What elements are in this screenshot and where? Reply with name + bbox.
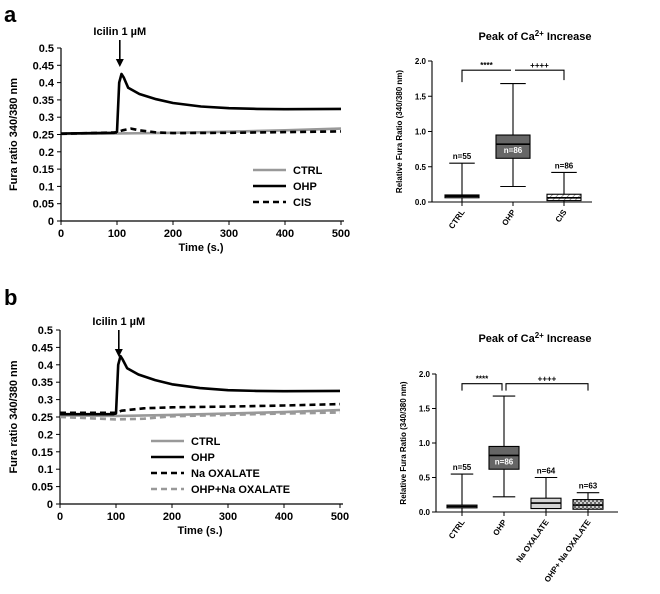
series-line bbox=[59, 411, 341, 421]
y-tick-label: 0.5 bbox=[419, 474, 431, 483]
y-tick-label: 0.35 bbox=[32, 377, 53, 389]
legend-label: OHP+Na OXALATE bbox=[191, 484, 290, 496]
significance-bracket bbox=[461, 383, 503, 391]
y-tick-label: 0.05 bbox=[33, 199, 54, 211]
panel-b-trace-chart: 0 0.05 0.1 0.15 0.2 0.25 0.3 0.35 0.4 0.45 0.5 0 100… bbox=[8, 316, 349, 537]
y-axis-label: Fura ratio 340/380 nm bbox=[8, 360, 20, 473]
x-tick-label: 100 bbox=[107, 511, 125, 523]
y-tick-label: 0.25 bbox=[33, 130, 54, 142]
y-tick-label: 1.0 bbox=[415, 128, 427, 137]
y-axis-label: Fura ratio 340/380 nm bbox=[8, 78, 20, 191]
panel-a-letter: a bbox=[4, 2, 17, 27]
box bbox=[488, 445, 520, 470]
significance-label: **** bbox=[476, 375, 489, 384]
x-tick-label: OHP bbox=[500, 207, 518, 227]
significance-label: ++++ bbox=[538, 375, 557, 384]
y-tick-label: 0.15 bbox=[32, 447, 53, 459]
y-tick-label: 0.15 bbox=[33, 164, 54, 176]
y-tick-label: 0.45 bbox=[33, 60, 54, 72]
stimulus-arrow-head bbox=[114, 349, 123, 357]
y-axis-label: Relative Fura Ratio (340/380 nm) bbox=[399, 381, 408, 504]
x-tick-label: Na OXALATE bbox=[515, 517, 551, 564]
x-tick-label: 300 bbox=[219, 511, 237, 523]
y-tick-label: 1.5 bbox=[419, 405, 431, 414]
significance-bracket bbox=[461, 69, 511, 83]
y-axis-label: Relative Fura Ratio (340/380 nm) bbox=[395, 70, 404, 193]
x-axis-label: Time (s.) bbox=[178, 242, 223, 254]
panel-a-trace-chart: 0 0.05 0.1 0.15 0.2 0.25 0.3 0.35 0.4 0.45 0.5 0 100… bbox=[8, 26, 350, 254]
y-tick-label: 0.1 bbox=[39, 181, 54, 193]
panel-b-boxplot-chart: Peak of Ca2+ Increase 0.0 0.5 1.0 1.5 2.0 Rela… bbox=[399, 331, 618, 584]
y-tick-label: 0.3 bbox=[38, 395, 53, 407]
x-axis-label: Time (s.) bbox=[177, 525, 222, 537]
x-tick-label: CTRL bbox=[447, 208, 467, 231]
y-tick-label: 0.4 bbox=[38, 360, 54, 372]
y-tick-label: 0.0 bbox=[419, 508, 431, 517]
series-line bbox=[60, 354, 341, 416]
x-tick-label: CTRL bbox=[447, 518, 467, 541]
y-tick-label: 1.5 bbox=[415, 92, 427, 101]
significance-label: **** bbox=[480, 61, 493, 70]
x-tick-label: 0 bbox=[58, 228, 64, 240]
y-tick-label: 0.2 bbox=[39, 147, 54, 159]
x-tick-label: 200 bbox=[163, 511, 181, 523]
x-tick-label: OHP+ Na OXALATE bbox=[543, 517, 593, 584]
legend-label: CIS bbox=[293, 197, 311, 209]
stimulus-annotation: Icilin 1 µM bbox=[92, 316, 145, 328]
legend-label: CTRL bbox=[191, 436, 221, 448]
x-tick-label: 300 bbox=[220, 228, 238, 240]
x-tick-label: 200 bbox=[164, 228, 182, 240]
stimulus-arrow-head bbox=[115, 59, 124, 67]
panel-a-boxplot-chart: Peak of Ca2+ Increase 0.0 0.5 1.0 1.5 2.0 Rela… bbox=[395, 29, 592, 231]
n-label: n=55 bbox=[453, 463, 472, 472]
x-tick-label: CIS bbox=[554, 207, 569, 224]
legend-label: CTRL bbox=[293, 165, 323, 177]
n-label: n=86 bbox=[504, 146, 523, 155]
y-tick-label: 0.05 bbox=[32, 482, 53, 494]
y-tick-label: 1.0 bbox=[419, 439, 431, 448]
y-tick-label: 0.5 bbox=[415, 163, 427, 172]
n-label: n=63 bbox=[579, 482, 598, 491]
y-tick-label: 0.3 bbox=[39, 112, 54, 124]
y-tick-label: 0.25 bbox=[32, 412, 53, 424]
panel-b-letter: b bbox=[4, 285, 17, 310]
legend-label: Na OXALATE bbox=[191, 468, 260, 480]
x-tick-label: OHP bbox=[491, 517, 509, 537]
stimulus-annotation: Icilin 1 µM bbox=[93, 26, 146, 38]
x-tick-label: 400 bbox=[276, 228, 294, 240]
y-tick-label: 0.2 bbox=[38, 429, 53, 441]
chart-title: Peak of Ca2+ Increase bbox=[478, 331, 591, 345]
x-tick-label: 500 bbox=[332, 228, 350, 240]
y-tick-label: 0.4 bbox=[39, 78, 55, 90]
x-tick-label: 400 bbox=[275, 511, 293, 523]
n-label: n=86 bbox=[495, 457, 514, 466]
y-tick-label: 0.35 bbox=[33, 95, 54, 107]
box bbox=[495, 134, 531, 159]
y-tick-label: 0 bbox=[48, 216, 54, 228]
y-tick-label: 2.0 bbox=[419, 370, 431, 379]
x-tick-label: 100 bbox=[108, 228, 126, 240]
significance-bracket bbox=[505, 383, 589, 391]
n-label: n=55 bbox=[453, 152, 472, 161]
y-tick-label: 0.5 bbox=[38, 325, 53, 337]
series-line bbox=[60, 72, 342, 135]
legend-label: OHP bbox=[293, 181, 317, 193]
y-tick-label: 0 bbox=[47, 499, 53, 511]
series-line bbox=[60, 402, 341, 415]
y-tick-label: 0.0 bbox=[415, 198, 427, 207]
n-label: n=86 bbox=[555, 161, 574, 170]
x-tick-label: 500 bbox=[331, 511, 349, 523]
series-line bbox=[59, 408, 341, 418]
legend-label: OHP bbox=[191, 452, 215, 464]
y-tick-label: 0.5 bbox=[39, 43, 54, 55]
n-label: n=64 bbox=[537, 467, 556, 476]
significance-label: ++++ bbox=[530, 61, 549, 70]
y-tick-label: 2.0 bbox=[415, 57, 427, 66]
y-tick-label: 0.45 bbox=[32, 342, 53, 354]
x-tick-label: 0 bbox=[57, 511, 63, 523]
chart-title: Peak of Ca2+ Increase bbox=[478, 29, 591, 43]
significance-bracket bbox=[515, 69, 565, 81]
y-tick-label: 0.1 bbox=[38, 464, 53, 476]
